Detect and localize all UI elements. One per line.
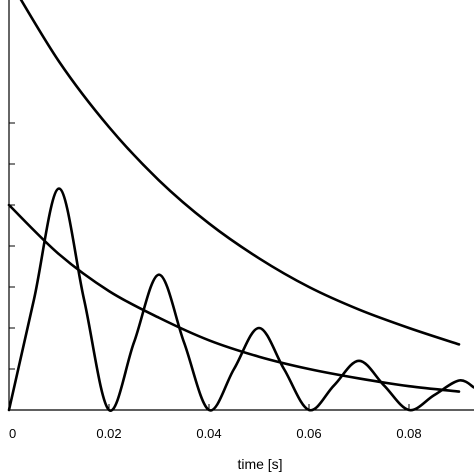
- x-tick-label: 0.02: [96, 426, 121, 441]
- x-tick-label: 0.04: [196, 426, 221, 441]
- x-axis-title: time [s]: [237, 456, 282, 472]
- x-tick-label: 0.06: [296, 426, 321, 441]
- x-tick-label: 0.08: [396, 426, 421, 441]
- x-axis-ticks: 0 0.02 0.04 0.06 0.08: [8, 404, 422, 441]
- axes: [8, 0, 474, 411]
- oscillation-curve: [7, 187, 474, 412]
- x-tick-label: 0: [9, 426, 16, 441]
- plot-curves: [7, 0, 474, 412]
- upper-envelope-curve: [19, 0, 461, 346]
- lower-decay-curve: [7, 203, 461, 393]
